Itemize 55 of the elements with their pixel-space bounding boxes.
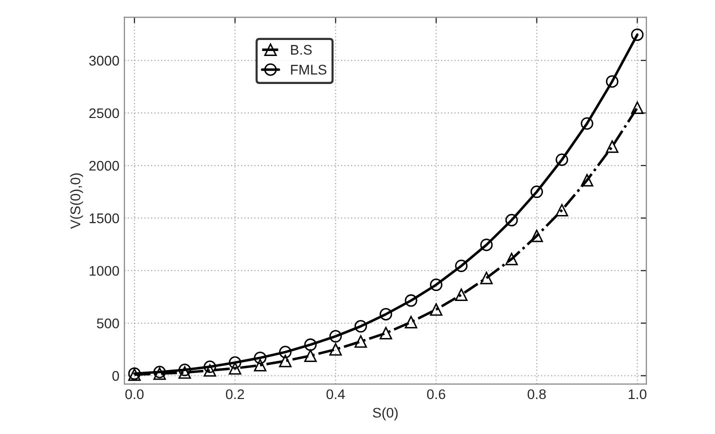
point — [178, 366, 191, 379]
y-tick-label: 0 — [112, 371, 120, 381]
point — [380, 326, 392, 340]
point — [580, 117, 594, 130]
point — [329, 343, 342, 356]
point — [556, 204, 568, 216]
y-tick-label: 2500 — [89, 108, 120, 118]
point — [329, 330, 342, 343]
point — [480, 272, 493, 284]
point — [606, 140, 618, 153]
x-axis-title: S(0) — [372, 407, 398, 420]
point — [304, 349, 317, 362]
point — [304, 338, 317, 351]
point — [380, 308, 392, 320]
legend-label: FMLS — [291, 64, 326, 75]
x-tick-label: 0.6 — [427, 389, 446, 400]
point — [580, 174, 594, 186]
y-axis-title: V(S(0),0) — [70, 173, 84, 229]
point — [204, 360, 216, 373]
point — [279, 346, 292, 358]
point — [354, 320, 367, 333]
y-tick-label: 1000 — [90, 266, 120, 276]
y-tick-label: 500 — [96, 318, 120, 328]
y-tick-label: 2000 — [89, 160, 120, 171]
point — [530, 186, 543, 198]
legend-label: B.S — [291, 44, 312, 55]
x-tick-label: 1.0 — [628, 389, 646, 400]
x-tick-label: 0.2 — [226, 389, 244, 400]
x-tick-label: 0.8 — [528, 389, 546, 400]
point — [430, 303, 442, 316]
point — [505, 252, 518, 266]
point — [631, 28, 644, 41]
point — [455, 260, 468, 272]
point — [505, 214, 518, 226]
point — [178, 364, 191, 376]
y-tick-label: 1500 — [90, 213, 120, 224]
point — [455, 288, 468, 302]
point — [430, 278, 442, 292]
point — [204, 364, 216, 377]
point — [404, 294, 418, 307]
point — [556, 153, 568, 166]
point — [354, 335, 367, 348]
y-tick-label: 3000 — [89, 56, 120, 66]
point — [279, 354, 292, 368]
point — [228, 362, 242, 375]
point — [404, 316, 418, 328]
point — [606, 75, 618, 88]
x-tick-label: 0.4 — [326, 389, 345, 400]
point — [480, 238, 493, 252]
point — [254, 352, 266, 364]
x-tick-label: 0.0 — [125, 389, 144, 400]
point — [254, 358, 266, 372]
point — [631, 101, 644, 114]
point — [530, 230, 543, 242]
point — [228, 356, 242, 369]
